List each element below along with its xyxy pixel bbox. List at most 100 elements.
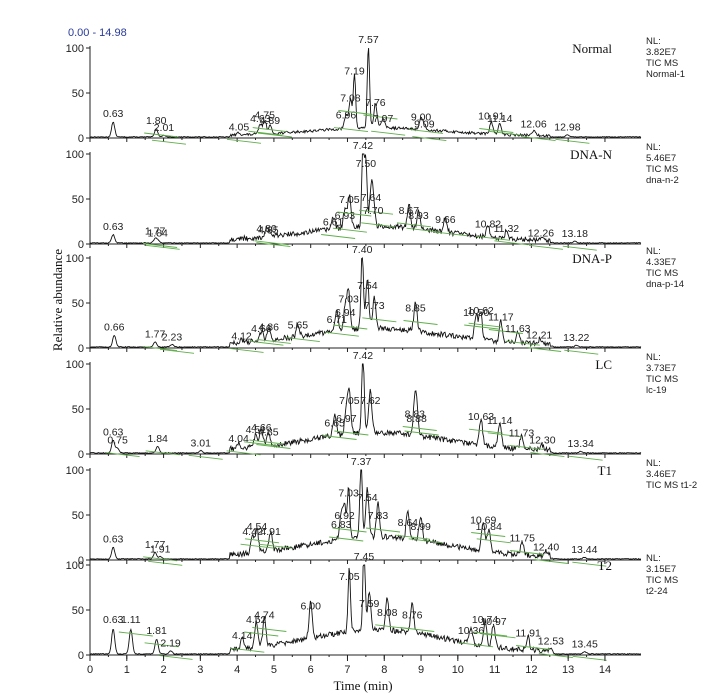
integration-marker [143, 346, 178, 352]
x-tick-label: 5 [271, 664, 277, 676]
peak-label: 0.63 [103, 221, 124, 233]
peak-label: 10.50 [463, 307, 489, 319]
integration-marker [475, 235, 511, 241]
y-tick-label: 50 [72, 404, 84, 416]
integration-marker [229, 347, 264, 353]
peak-label: 4.66 [251, 323, 272, 335]
nl-info-line: TIC MS [646, 575, 678, 586]
sample-title: DNA-P [572, 251, 612, 266]
panel-t2: 0 50 100 0.631.11 1.812.19 4.14 4.524.74 6.00 7.… [66, 551, 679, 662]
nl-info-line: NL: [646, 352, 661, 363]
integration-marker [538, 653, 573, 659]
peak-label: 7.50 [356, 158, 377, 170]
integration-marker [257, 132, 292, 138]
peak-label: 7.37 [351, 456, 372, 468]
panel-normal: 0 50 100 0.63 1.802.01 4.054.634.754.89 6.96 7.… [66, 34, 685, 145]
peak-label: 8.99 [410, 521, 431, 533]
peak-label: 11.14 [487, 415, 513, 427]
peak-label: 7.54 [357, 280, 378, 292]
integration-marker [105, 452, 140, 458]
integration-marker [143, 243, 178, 248]
peak-label: 7.97 [373, 113, 394, 125]
integration-marker [479, 128, 514, 133]
sample-title: T1 [598, 463, 612, 478]
integration-marker [226, 450, 261, 456]
peak-label: 10.69 [470, 515, 496, 527]
tic-trace [90, 153, 642, 245]
integration-marker [226, 138, 262, 144]
peak-label: 2.19 [160, 637, 181, 649]
peak-label: 6.65 [324, 418, 345, 430]
peak-label: 7.70 [363, 205, 384, 217]
integration-marker [362, 317, 397, 323]
peak-label: 9.00 [411, 111, 432, 123]
nl-info-line: TIC MS [646, 58, 678, 69]
peak-label: 11.32 [494, 223, 520, 235]
peak-label: 7.73 [364, 300, 385, 312]
nl-info-line: NL: [646, 246, 661, 257]
tic-trace [89, 469, 641, 560]
peak-label: 7.05 [339, 571, 360, 583]
peak-label: 0.63 [103, 614, 124, 626]
integration-marker [248, 130, 283, 136]
peak-label: 12.53 [538, 636, 564, 648]
integration-marker [258, 543, 293, 549]
peak-label: 11.75 [509, 533, 535, 545]
integration-marker [322, 435, 357, 440]
peak-label: 4.85 [258, 427, 279, 439]
peak-label: 4.04 [228, 433, 249, 445]
peak-label: 1.84 [147, 227, 168, 239]
integration-marker [334, 430, 369, 436]
peak-label: 4.86 [259, 321, 280, 333]
peak-label: 1.11 [121, 614, 141, 626]
y-tick-label: 0 [78, 239, 84, 251]
integration-marker [505, 340, 540, 346]
peak-label: 6.96 [336, 110, 357, 122]
integration-marker [464, 324, 499, 330]
peak-label: 10.62 [467, 305, 493, 317]
integration-marker [144, 132, 179, 138]
integration-marker [510, 550, 545, 555]
y-tick-label: 50 [72, 88, 84, 100]
nl-info-line: t2-24 [646, 586, 668, 597]
y-tick-label: 0 [78, 343, 84, 355]
peak-label: 7.83 [368, 510, 389, 522]
integration-marker [472, 631, 508, 637]
nl-info-line: lc-19 [646, 385, 667, 396]
peak-label: 1.77 [145, 226, 166, 238]
integration-marker [476, 538, 511, 544]
integration-marker [333, 324, 368, 330]
integration-marker [361, 222, 396, 228]
peak-label: 4.89 [260, 115, 281, 127]
y-tick-label: 50 [72, 605, 84, 617]
peak-label: 7.19 [344, 66, 365, 78]
sample-title: DNA-N [570, 147, 612, 162]
integration-marker [562, 245, 597, 251]
integration-marker [481, 633, 516, 639]
peak-label: 7.08 [340, 93, 361, 105]
peak-label: 7.05 [339, 194, 360, 206]
integration-marker [408, 128, 444, 134]
integration-marker [528, 244, 564, 250]
peak-label: 13.34 [568, 438, 594, 450]
peak-label: 1.91 [150, 543, 171, 555]
integration-marker [358, 209, 394, 215]
nl-info-line: 4.33E7 [646, 257, 676, 268]
nl-info-line: 3.82E7 [646, 47, 676, 58]
peak-label: 3.01 [190, 437, 211, 449]
peak-label: 9.09 [414, 119, 435, 131]
peak-label: 6.92 [334, 510, 355, 522]
x-tick-label: 10 [452, 664, 464, 676]
integration-marker [468, 322, 503, 328]
integration-marker [337, 211, 372, 217]
integration-marker [118, 631, 153, 637]
x-tick-label: 0 [87, 664, 93, 676]
integration-marker [252, 127, 287, 133]
x-tick-label: 13 [562, 664, 574, 676]
peak-label: 7.54 [357, 492, 378, 504]
y-tick-label: 100 [66, 359, 84, 371]
peak-label: 2.01 [154, 122, 175, 134]
x-tick-label: 4 [234, 664, 240, 676]
y-tick-label: 50 [72, 298, 84, 310]
integration-marker [509, 444, 544, 450]
